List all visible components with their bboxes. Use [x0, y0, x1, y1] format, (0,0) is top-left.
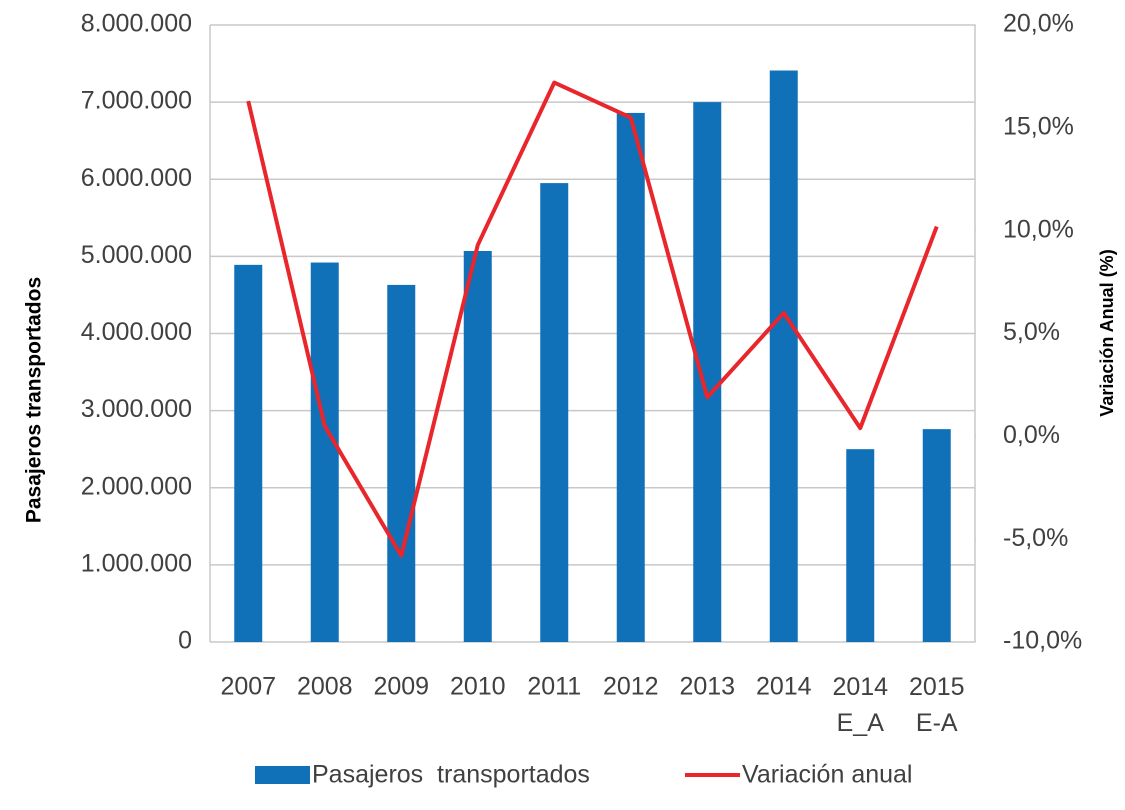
line [246, 80, 939, 558]
x-tick-label: 2009 [373, 673, 429, 701]
y-tick-label: 5.000.000 [81, 241, 192, 269]
y-tick-label: 1.000.000 [81, 549, 192, 577]
x-tick-label: 2008 [297, 673, 353, 701]
x-tick-label: 2013 [679, 673, 735, 701]
y-axis-title: Pasajeros transportados [23, 277, 46, 523]
y-tick-label: 3.000.000 [81, 395, 192, 423]
y2-tick-label: 20,0% [1003, 10, 1074, 38]
bar [769, 70, 798, 642]
legend-label: Pasajeros transportados [312, 761, 590, 789]
legend-label: Variación anual [742, 761, 912, 789]
x-tick-label: 2012 [603, 673, 659, 701]
bar [922, 429, 951, 642]
y2-tick-label: 5,0% [1003, 318, 1060, 346]
y2-tick-label: 10,0% [1003, 215, 1074, 243]
x-tick-label: 2011 [527, 673, 581, 701]
bar [846, 449, 875, 642]
bar [234, 264, 263, 642]
bar [540, 183, 569, 642]
y-tick-label: 4.000.000 [81, 318, 192, 346]
y2-tick-label: -5,0% [1003, 524, 1068, 552]
bar [463, 250, 492, 642]
x-tick-label: 2010 [450, 673, 506, 701]
x-tick-label: 2007 [220, 673, 276, 701]
bar [310, 262, 339, 642]
y-tick-label: 8.000.000 [81, 10, 192, 38]
bar [616, 112, 645, 643]
y2-tick-label: -10,0% [1003, 627, 1082, 655]
y-tick-label: 7.000.000 [81, 87, 192, 115]
bar [387, 284, 416, 642]
y2-tick-label: 15,0% [1003, 112, 1074, 140]
y2-tick-label: 0,0% [1003, 421, 1060, 449]
x-tick-label: 2014 E_A [832, 673, 888, 737]
bar [693, 102, 722, 642]
y2-axis-title: Variación Anual (%) [1097, 249, 1117, 416]
x-tick-label: 2015 E-A [909, 673, 965, 737]
legend-swatch [255, 766, 310, 784]
y-tick-label: 6.000.000 [81, 164, 192, 192]
x-tick-label: 2014 [756, 673, 812, 701]
y-tick-label: 2.000.000 [81, 472, 192, 500]
y-tick-label: 0 [178, 627, 192, 655]
